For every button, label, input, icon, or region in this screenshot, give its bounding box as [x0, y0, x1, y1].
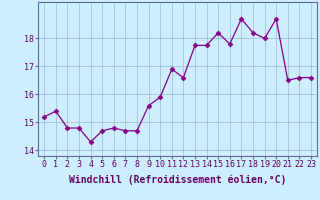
X-axis label: Windchill (Refroidissement éolien,°C): Windchill (Refroidissement éolien,°C) — [69, 175, 286, 185]
